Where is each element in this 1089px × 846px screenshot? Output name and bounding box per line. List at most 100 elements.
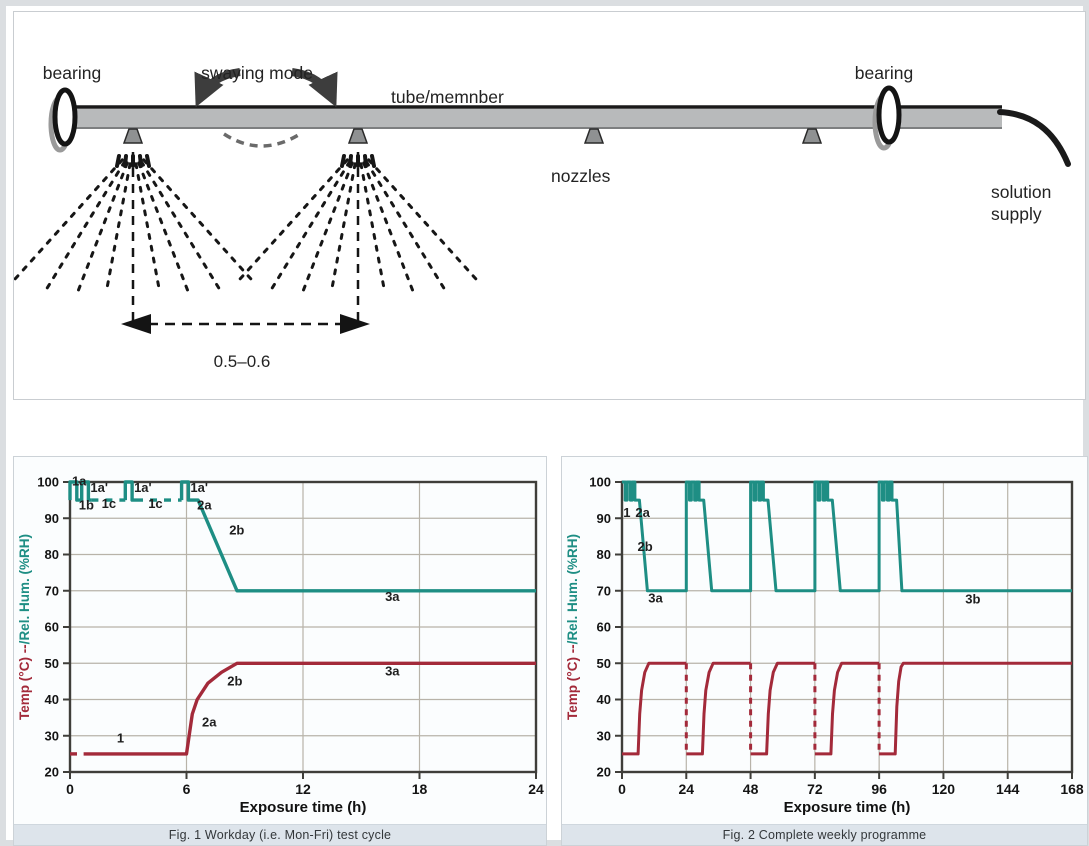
y-tick-label: 100: [589, 475, 611, 490]
spray-line: [142, 158, 253, 281]
fig2-panel: 20 30 40 50 60 70 80 90 100 0 24 48 72 96 120 144 168 Exp…: [561, 456, 1088, 846]
curve-annotation: 2b: [227, 674, 242, 689]
curve-annotation: 2a: [635, 505, 650, 520]
spray-apparatus-diagram: bearing swaying mode tube/memnber bearin…: [13, 63, 1071, 371]
series-temp-c-: [750, 661, 815, 756]
spray-line: [367, 158, 478, 281]
curve-annotation: 1a': [134, 480, 152, 495]
x-tick-label: 72: [807, 781, 823, 797]
series-temp-c-: [83, 661, 536, 756]
y-tick-label: 30: [45, 728, 59, 743]
curve-annotation: 1: [117, 730, 124, 745]
spray-line: [105, 162, 132, 288]
x-tick-label: 96: [871, 781, 887, 797]
y-tick-label: 20: [597, 765, 611, 780]
spray-line: [362, 161, 414, 292]
x-tick-label: 0: [66, 781, 74, 797]
curve-annotation: 3b: [965, 591, 980, 606]
dimension-arrowhead-right: [340, 314, 370, 334]
curve-annotation: 3a: [385, 589, 400, 604]
series-rel-hum-rh-: [68, 480, 92, 502]
dimension-arrowhead-left: [121, 314, 151, 334]
curve-annotation: 3a: [648, 590, 663, 605]
spray-line: [139, 160, 221, 290]
spray-splash: [348, 154, 353, 168]
x-tick-label: 18: [412, 781, 428, 797]
y-tick-label: 100: [37, 475, 59, 490]
spray-line: [134, 162, 161, 288]
y-tick-label: 60: [45, 620, 59, 635]
x-tick-label: 24: [528, 781, 544, 797]
curve-annotation: 1a': [90, 480, 108, 495]
y-axis-label: Temp (°C) --/Rel. Hum. (%RH): [565, 534, 580, 720]
apparatus-diagram-panel: bearing swaying mode tube/memnber bearin…: [13, 11, 1086, 400]
curve-annotation: 2a: [197, 498, 212, 513]
nozzle-icon: [583, 128, 605, 144]
spray-line: [359, 162, 386, 288]
curve-annotation: 1c: [102, 496, 116, 511]
curve-annotation: 2a: [202, 715, 217, 730]
y-tick-label: 50: [45, 656, 59, 671]
bearing-left-label: bearing: [43, 63, 101, 83]
tube-member: [54, 105, 1002, 129]
solution-supply-label-line2: supply: [991, 204, 1042, 224]
swaying-mode-label: swaying mode: [201, 63, 313, 83]
spray-line: [77, 161, 129, 292]
x-tick-label: 144: [996, 781, 1020, 797]
x-tick-label: 168: [1060, 781, 1084, 797]
y-tick-label: 80: [45, 547, 59, 562]
series-rel-hum-rh-: [622, 480, 1072, 593]
curve-annotation: 1a: [72, 474, 87, 489]
tube-member-label: tube/memnber: [391, 87, 504, 107]
nozzles-icons: [122, 128, 823, 144]
fig2-chart: 20 30 40 50 60 70 80 90 100 0 24 48 72 96 120 144 168 Exp…: [565, 475, 1084, 817]
y-tick-label: 50: [597, 656, 611, 671]
spray-line: [45, 160, 127, 290]
solution-supply-label-line1: solution: [991, 182, 1051, 202]
series-temp-c-: [879, 661, 1072, 756]
x-axis-label: Exposure time (h): [240, 799, 367, 816]
bearing-right-icon: [872, 85, 902, 151]
series-temp-c-: [814, 661, 880, 756]
fig2-caption-text: Fig. 2 Complete weekly programme: [722, 828, 927, 842]
y-tick-label: 90: [45, 511, 59, 526]
nozzle-spacing-dimension: [121, 152, 370, 334]
x-tick-label: 24: [678, 781, 694, 797]
spray-line: [270, 160, 352, 290]
spray-line: [238, 158, 349, 281]
y-tick-label: 80: [597, 547, 611, 562]
series-temp-c-: [686, 661, 751, 756]
curve-annotation: 2b: [638, 539, 653, 554]
spray-splash: [123, 154, 128, 168]
spray-line: [364, 160, 446, 290]
fig2-caption: Fig. 2 Complete weekly programme: [562, 824, 1087, 845]
curve-annotation: 1a': [190, 480, 208, 495]
spray-cones: [13, 154, 478, 292]
nozzle-icon: [122, 128, 144, 144]
fig1-caption: Fig. 1 Workday (i.e. Mon-Fri) test cycle: [14, 824, 546, 845]
x-tick-label: 0: [618, 781, 626, 797]
bearing-right-label: bearing: [855, 63, 913, 83]
spray-line: [330, 162, 357, 288]
x-axis-label: Exposure time (h): [784, 799, 911, 816]
fig1-panel: 20 30 40 50 60 70 80 90 100 0 6 12 18 24 Exposure time…: [13, 456, 547, 846]
nozzle-icon: [801, 128, 823, 144]
spray-line: [13, 158, 124, 281]
y-tick-label: 70: [45, 583, 59, 598]
nozzles-label: nozzles: [551, 166, 611, 186]
y-tick-label: 90: [597, 511, 611, 526]
nozzle-icon: [347, 128, 369, 144]
series-temp-c-: [622, 661, 687, 756]
x-tick-label: 120: [932, 781, 956, 797]
curve-annotation: 2b: [229, 523, 244, 538]
y-tick-label: 40: [597, 692, 611, 707]
fig1-caption-text: Fig. 1 Workday (i.e. Mon-Fri) test cycle: [168, 828, 392, 842]
spray-line: [137, 161, 189, 292]
y-tick-label: 40: [45, 692, 59, 707]
series-rel-hum-rh-: [123, 480, 136, 502]
fig1-chart: 20 30 40 50 60 70 80 90 100 0 6 12 18 24 Exposure time…: [17, 474, 544, 816]
y-axis-label: Temp (°C) --/Rel. Hum. (%RH): [17, 534, 32, 720]
x-tick-label: 6: [183, 781, 191, 797]
spray-splash: [363, 154, 368, 168]
